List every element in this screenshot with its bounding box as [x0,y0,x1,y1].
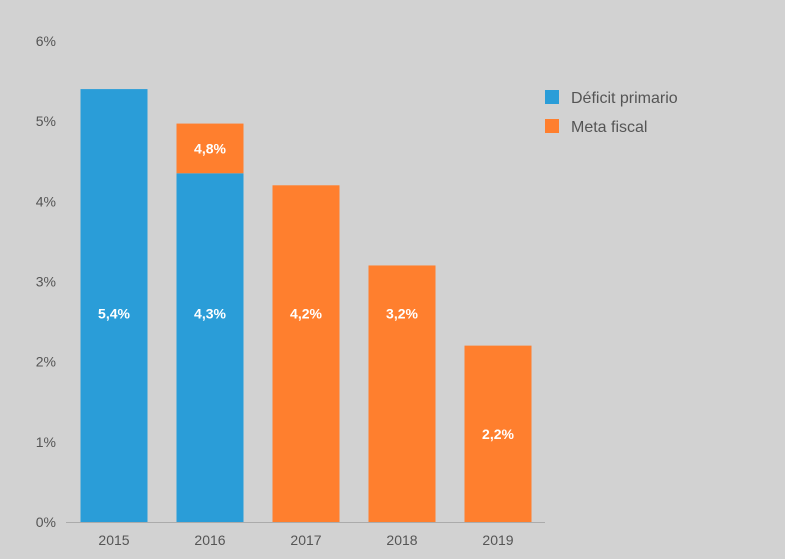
bar-value-label: 4,2% [290,306,322,322]
bar-value-label: 3,2% [386,306,418,322]
legend-swatch [545,90,559,104]
y-tick-label: 2% [36,354,56,370]
y-tick-label: 0% [36,514,56,530]
bars [80,89,532,523]
bar-2017-meta [272,185,340,523]
x-tick-label: 2019 [482,532,513,548]
bar-value-label: 5,4% [98,306,130,322]
y-tick-label: 4% [36,193,56,209]
y-tick-label: 3% [36,274,56,290]
legend: Déficit primario Meta fiscal [545,90,678,136]
bar-labels: 5,4% 4,3% 4,8% 4,2% 3,2% 2,2% [98,140,514,441]
legend-label: Meta fiscal [571,119,647,136]
legend-label: Déficit primario [571,90,678,107]
bar-2016-meta [176,123,244,174]
y-tick-label: 1% [36,434,56,450]
y-tick-label: 6% [36,33,56,49]
x-tick-label: 2016 [194,532,225,548]
bar-2016-deficit [176,173,244,522]
y-tick-label: 5% [36,113,56,129]
y-axis-ticks: 0% 1% 2% 3% 4% 5% 6% [36,33,56,530]
bar-2018-meta [368,265,436,522]
bar-2019-meta [464,345,532,522]
x-tick-label: 2018 [386,532,417,548]
bar-value-label: 4,8% [194,140,226,156]
bar-value-label: 2,2% [482,426,514,442]
x-tick-label: 2017 [290,532,321,548]
x-axis-ticks: 2015 2016 2017 2018 2019 [98,532,513,548]
bar-value-label: 4,3% [194,306,226,322]
legend-swatch [545,119,559,133]
x-tick-label: 2015 [98,532,129,548]
bar-2015-deficit [80,89,148,522]
